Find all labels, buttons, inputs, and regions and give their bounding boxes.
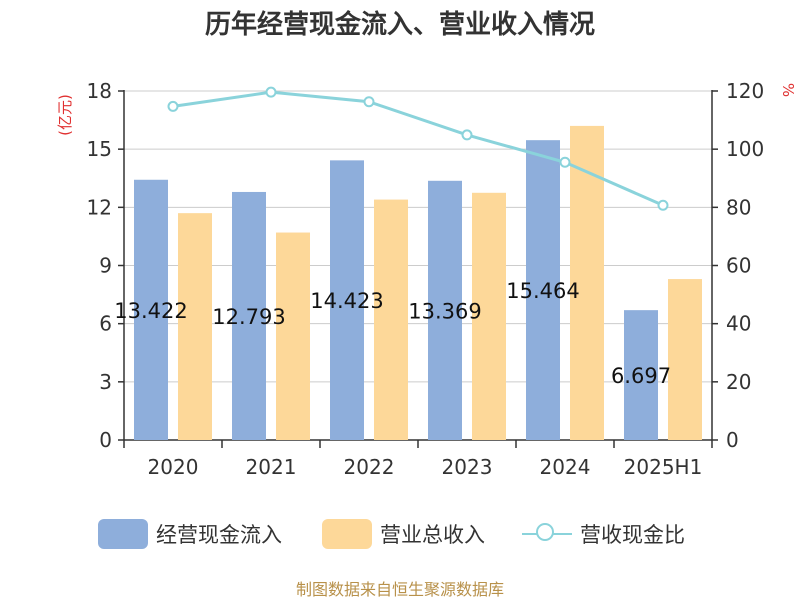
chart-legend: 经营现金流入 营业总收入 营收现金比 [0,516,800,552]
x-axis-tick-label: 2022 [344,455,395,479]
bar-revenue [276,232,310,440]
left-axis-tick-label: 6 [99,312,112,336]
left-axis-tick-label: 9 [99,254,112,278]
data-label-cash-inflow: 12.793 [212,305,285,329]
x-axis-tick-label: 2023 [442,455,493,479]
bar-cash-inflow [526,140,560,440]
right-axis-tick-label: 80 [726,195,751,219]
x-axis-tick-label: 2021 [246,455,297,479]
x-axis-tick-label: 2024 [540,455,591,479]
right-axis-tick-label: 60 [726,254,751,278]
bar-cash-inflow [624,310,658,440]
point-ratio [657,199,669,211]
data-label-cash-inflow: 13.422 [114,299,187,323]
point-ratio [559,156,571,168]
left-axis-tick-label: 18 [87,79,112,103]
point-ratio [461,129,473,141]
point-ratio [363,96,375,108]
left-axis-tick-label: 3 [99,370,112,394]
x-axis-tick-label: 2020 [148,455,199,479]
legend-item-ratio[interactable]: 营收现金比 [522,516,685,552]
right-axis-unit: % [779,83,797,97]
legend-swatch-ratio [522,519,572,549]
point-ratio [167,100,179,112]
bar-revenue [178,213,212,440]
left-axis-unit: (亿元) [56,94,74,136]
right-axis-tick-label: 20 [726,370,751,394]
left-axis-tick-label: 12 [87,195,112,219]
data-label-cash-inflow: 15.464 [506,279,579,303]
legend-item-cash-inflow[interactable]: 经营现金流入 [98,516,282,552]
legend-item-revenue[interactable]: 营业总收入 [322,516,485,552]
line-ratio [172,90,664,207]
right-axis-tick-label: 0 [726,428,739,452]
left-axis-tick-label: 0 [99,428,112,452]
point-ratio [265,86,277,98]
data-label-cash-inflow: 6.697 [611,364,671,388]
right-axis-tick-label: 100 [726,137,764,161]
legend-label-revenue: 营业总收入 [380,523,485,547]
data-label-cash-inflow: 13.369 [408,299,481,323]
legend-label-ratio: 营收现金比 [580,523,685,547]
legend-swatch-revenue [322,519,372,549]
bar-cash-inflow [134,179,168,440]
legend-swatch-cash-inflow [98,519,148,549]
bar-cash-inflow [330,160,364,440]
left-axis-tick-label: 15 [87,137,112,161]
bar-revenue [472,192,506,440]
bar-revenue [374,199,408,440]
source-footer: 制图数据来自恒生聚源数据库 [295,580,504,599]
right-axis-tick-label: 120 [726,79,764,103]
bar-cash-inflow [428,180,462,440]
right-axis-tick-label: 40 [726,312,751,336]
chart-title: 历年经营现金流入、营业收入情况 [204,10,595,40]
data-label-cash-inflow: 14.423 [310,289,383,313]
bar-cash-inflow [232,191,266,440]
legend-label-cash-inflow: 经营现金流入 [156,523,282,547]
bar-revenue [668,279,702,440]
x-axis-tick-label: 2025H1 [624,455,703,479]
